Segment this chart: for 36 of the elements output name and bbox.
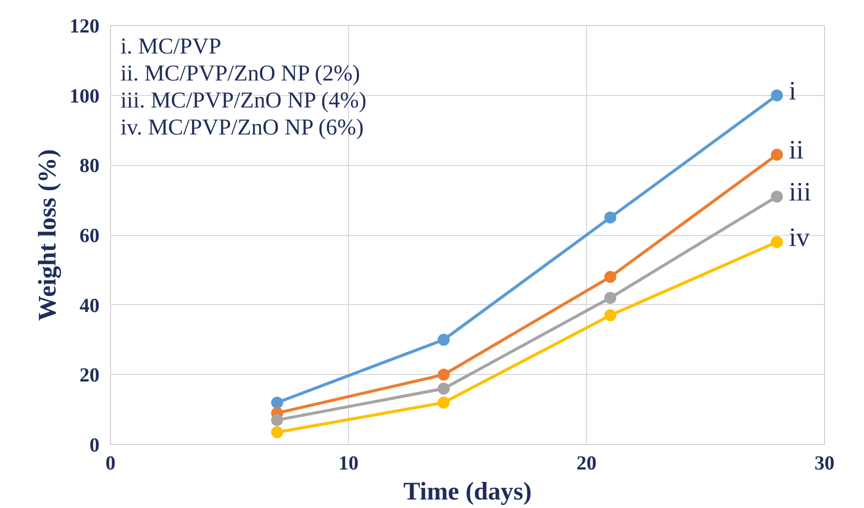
y-tick-label: 100 [70, 85, 100, 108]
y-tick-label: 0 [90, 434, 100, 456]
point [438, 334, 450, 346]
point [770, 89, 783, 102]
point [271, 396, 284, 409]
point [770, 236, 783, 248]
point [438, 368, 450, 381]
y-tick-label: 20 [80, 364, 100, 387]
point [271, 414, 284, 426]
point [770, 190, 783, 203]
point [438, 396, 450, 409]
series-label: i [788, 75, 796, 106]
annotation: iii. MC/PVP/ZnO NP (4%) [120, 88, 366, 112]
annotation: iv. MC/PVP/ZnO NP (6%) [120, 114, 364, 140]
y-tick-label: 60 [80, 225, 100, 247]
x-tick-label: 20 [576, 452, 596, 474]
y-tick-label: 80 [80, 155, 100, 178]
annotation: i. MC/PVP [120, 34, 222, 58]
point [604, 309, 616, 322]
point [770, 148, 783, 161]
series-label: iv [788, 222, 810, 252]
y-tick-label: 120 [70, 16, 100, 38]
x-tick-label: 10 [338, 452, 358, 474]
point [438, 382, 450, 395]
y-tick-label: 40 [80, 294, 100, 317]
point [604, 212, 616, 224]
series-label: iii [788, 176, 812, 207]
annotation: ii. MC/PVP/ZnO NP (2%) [120, 60, 360, 86]
y-axis-title: Weight loss (%) [34, 149, 62, 321]
series-label: ii [788, 134, 804, 165]
point [604, 270, 616, 283]
point [604, 292, 616, 304]
x-axis-title: Time (days) [403, 478, 532, 506]
x-tick-label: 30 [814, 452, 834, 474]
x-tick-label: 0 [106, 452, 116, 474]
point [271, 426, 284, 438]
